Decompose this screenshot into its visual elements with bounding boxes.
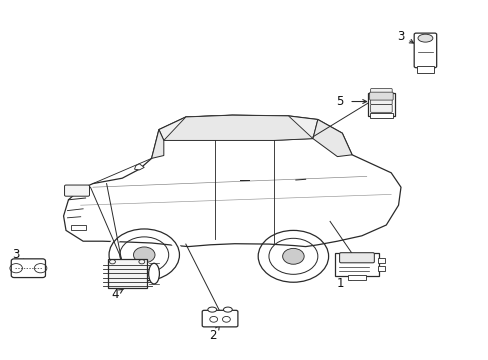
FancyBboxPatch shape: [334, 253, 379, 276]
Polygon shape: [151, 130, 163, 158]
Bar: [377, 266, 384, 271]
Polygon shape: [159, 115, 317, 140]
Ellipse shape: [417, 34, 432, 42]
Text: 4: 4: [111, 288, 123, 301]
Circle shape: [133, 247, 155, 263]
FancyBboxPatch shape: [367, 93, 394, 116]
FancyBboxPatch shape: [339, 253, 374, 263]
Polygon shape: [134, 164, 144, 170]
Bar: [377, 258, 384, 263]
Ellipse shape: [148, 263, 159, 284]
Ellipse shape: [207, 307, 216, 312]
Ellipse shape: [223, 307, 232, 312]
Bar: [107, 259, 146, 288]
Polygon shape: [312, 120, 351, 157]
Text: 3: 3: [12, 248, 25, 263]
Bar: [347, 275, 365, 280]
FancyBboxPatch shape: [11, 259, 45, 278]
Text: 5: 5: [336, 95, 343, 108]
Bar: [71, 225, 85, 230]
Bar: [416, 66, 433, 73]
FancyBboxPatch shape: [64, 185, 89, 196]
FancyBboxPatch shape: [370, 96, 391, 104]
Text: 1: 1: [336, 277, 353, 290]
Wedge shape: [106, 227, 182, 255]
Text: 3: 3: [396, 30, 413, 43]
FancyBboxPatch shape: [413, 33, 436, 68]
Bar: [369, 113, 392, 118]
FancyBboxPatch shape: [370, 89, 391, 96]
FancyBboxPatch shape: [202, 310, 237, 327]
FancyBboxPatch shape: [369, 92, 392, 100]
Polygon shape: [163, 115, 312, 140]
FancyBboxPatch shape: [370, 104, 391, 112]
Text: 2: 2: [208, 326, 219, 342]
Circle shape: [282, 248, 304, 264]
Polygon shape: [63, 115, 400, 247]
